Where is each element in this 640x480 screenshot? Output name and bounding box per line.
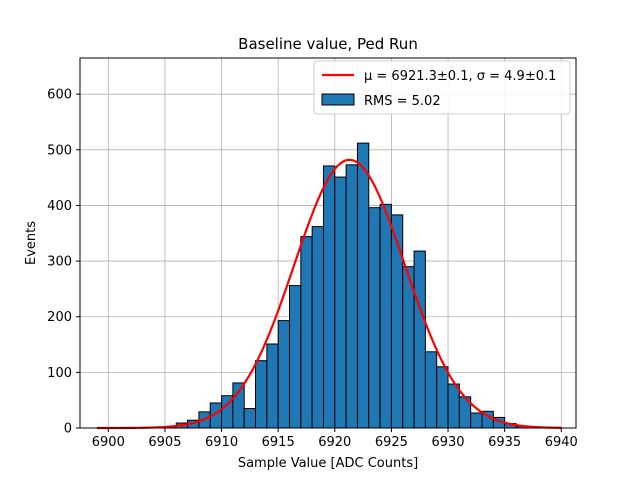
histogram-bar-6913: [255, 360, 268, 429]
x-tick-label-6935: 6935: [488, 435, 521, 450]
histogram-bar-6912: [243, 408, 257, 429]
x-tick-label-6915: 6915: [262, 435, 295, 450]
histogram-bar-6915: [277, 320, 290, 429]
y-axis-title: Events: [24, 221, 39, 265]
histogram-bar-6926: [402, 266, 415, 429]
histogram-bar-6920: [334, 176, 347, 429]
y-tick-label-300: 300: [47, 255, 72, 270]
legend-rms-label: RMS = 5.02: [364, 94, 441, 109]
y-tick-label-200: 200: [47, 310, 72, 325]
histogram-bar-6932: [470, 412, 483, 429]
histogram-bar-6911: [232, 382, 245, 429]
x-tick-label-6930: 6930: [431, 435, 464, 450]
y-tick-label-400: 400: [47, 199, 72, 214]
y-tick-label-100: 100: [47, 366, 72, 381]
x-tick-label-6910: 6910: [205, 435, 238, 450]
legend-fit-label: μ = 6921.3±0.1, σ = 4.9±0.1: [364, 69, 556, 84]
y-tick-label-600: 600: [47, 88, 72, 103]
histogram-bar-6922: [356, 142, 370, 429]
histogram-bar-6927: [413, 250, 426, 429]
x-tick-label-6940: 6940: [545, 435, 578, 450]
chart-title: Baseline value, Ped Run: [238, 35, 418, 53]
gaussian-fit-curve: [96, 158, 562, 430]
x-tick-label-6905: 6905: [148, 435, 181, 450]
y-tick-label-0: 0: [64, 422, 72, 437]
histogram-bar-6921: [345, 164, 358, 429]
x-tick-label-6920: 6920: [318, 435, 351, 450]
plot-frame: [79, 57, 577, 429]
legend-rms-patch-swatch: [321, 93, 355, 106]
fit-layer: [96, 158, 562, 430]
histogram-bar-6918: [311, 226, 324, 429]
legend: μ = 6921.3±0.1, σ = 4.9±0.1 RMS = 5.02: [313, 60, 571, 115]
histogram-bar-6917: [300, 236, 313, 429]
histogram-bar-6914: [266, 343, 279, 429]
histogram-bar-6916: [288, 285, 302, 429]
histogram-bar-6925: [390, 214, 404, 429]
histogram-bar-6924: [379, 203, 392, 429]
x-tick-label-6900: 6900: [92, 435, 125, 450]
histogram-bar-6929: [436, 366, 449, 429]
ticks-layer: 6900 6905 6910 6915 6920 6925 6930 6935 6940 0 100…: [47, 88, 578, 450]
x-tick-label-6925: 6925: [375, 435, 408, 450]
y-tick-label-500: 500: [47, 143, 72, 158]
x-axis-title: Sample Value [ADC Counts]: [238, 456, 418, 471]
histogram-bar-6928: [424, 351, 438, 429]
histogram-bar-6923: [368, 207, 381, 429]
histogram-bar-6919: [322, 165, 336, 429]
legend-box: [313, 60, 571, 115]
histogram-bar-6930: [447, 383, 460, 429]
